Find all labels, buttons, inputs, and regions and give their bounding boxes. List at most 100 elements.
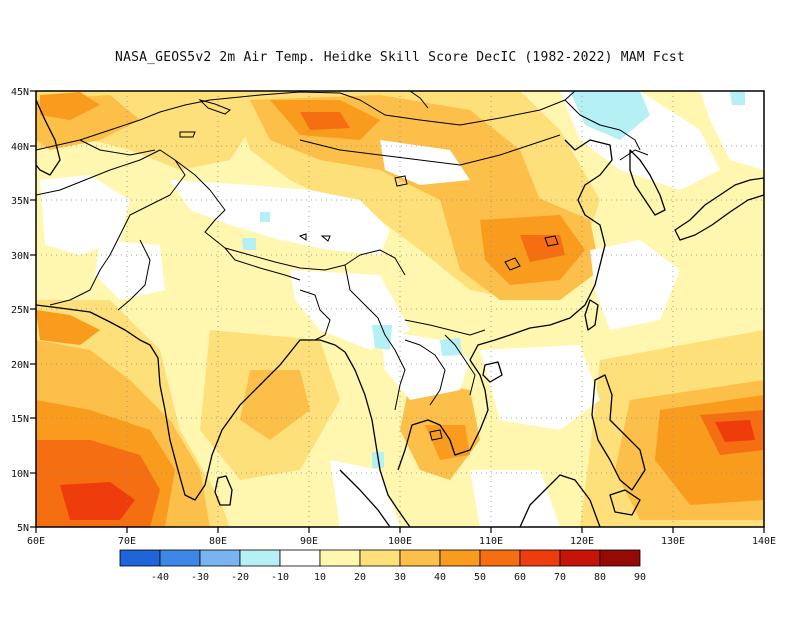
field-darkorange-north: [300, 112, 350, 130]
colorbar-swatch-12: [599, 549, 641, 567]
lon-label-110e: 110E: [479, 536, 503, 547]
colorbar-label-0: -40: [151, 572, 169, 583]
coast-borneo: [519, 474, 601, 527]
border-central-asia: [36, 94, 261, 151]
colorbar-label-4: 10: [314, 572, 326, 583]
coast-philippines: [591, 374, 646, 491]
coast-mindanao: [609, 489, 641, 516]
field-white-ecs: [590, 240, 680, 330]
colorbar-swatch-4: [279, 549, 321, 567]
border-nepal: [224, 247, 301, 281]
colorbar-swatch-7: [399, 549, 441, 567]
lon-label-70e: 70E: [118, 536, 136, 547]
lake-issyk-kul: [179, 131, 196, 138]
colorbar-label-6: 30: [394, 572, 406, 583]
field-orange-iran: [36, 310, 100, 345]
lake-tibet-2: [320, 235, 331, 242]
coastlines: [36, 99, 764, 527]
colorbar: -40 -30 -20 -10 10 20 30 40 50 60 70 80 90: [119, 549, 646, 583]
field-white-borneo: [470, 470, 560, 527]
field-orange-northwest: [40, 92, 100, 120]
field-orange-indochina: [425, 425, 470, 460]
lake-tonle-sap: [429, 429, 443, 441]
border-china-vietnam: [404, 319, 486, 336]
lake-baikal: [409, 90, 429, 109]
border-himalaya: [174, 159, 406, 276]
lon-label-120e: 120E: [570, 536, 594, 547]
colorbar-swatch-11: [559, 549, 601, 567]
colorbar-swatch-3: [239, 549, 281, 567]
lon-label-130e: 130E: [661, 536, 685, 547]
shaded-field: [36, 91, 764, 527]
field-white-tibet: [170, 180, 390, 255]
lon-label-80e: 80E: [209, 536, 227, 547]
inland-water: [179, 90, 559, 441]
colorbar-swatch-1: [159, 549, 201, 567]
field-blue-northeast: [570, 91, 650, 140]
lat-label-40n: 40N: [11, 142, 29, 153]
colorbar-swatch-2: [199, 549, 241, 567]
colorbar-swatch-6: [359, 549, 401, 567]
coast-hainan: [482, 361, 503, 383]
coast-south-china: [509, 139, 613, 336]
coast-sumatra: [339, 469, 391, 527]
field-white-japan: [700, 91, 764, 170]
border-korea: [619, 149, 649, 161]
colorbar-label-7: 40: [434, 572, 446, 583]
border-mongolia-north: [259, 91, 576, 126]
colorbar-swatches: [119, 549, 641, 567]
border-india-pakistan: [117, 239, 151, 311]
colorbar-label-5: 20: [354, 572, 366, 583]
lon-label-100e: 100E: [388, 536, 412, 547]
colorbar-label-9: 60: [514, 572, 526, 583]
colorbar-label-1: -30: [191, 572, 209, 583]
colorbar-swatch-10: [519, 549, 561, 567]
axis-ticks: [30, 90, 765, 533]
colorbar-label-10: 70: [554, 572, 566, 583]
coast-japan: [674, 177, 764, 241]
border-laos-thai: [404, 339, 446, 406]
colorbar-label-12: 90: [634, 572, 646, 583]
lon-label-60e: 60E: [27, 536, 45, 547]
border-mongolia-china: [299, 134, 561, 166]
lat-label-20n: 20N: [11, 360, 29, 371]
field-blue-laos: [440, 338, 462, 356]
lat-label-35n: 35N: [11, 196, 29, 207]
coast-south-asia: [36, 304, 346, 501]
field-red-arabian: [60, 482, 135, 520]
lake-qinghai: [394, 175, 408, 187]
coast-indochina-west: [344, 351, 411, 527]
colorbar-swatch-5: [319, 549, 361, 567]
lake-balkhash: [198, 99, 231, 115]
colorbar-swatch-8: [439, 549, 481, 567]
border-bangladesh: [299, 289, 331, 341]
lake-yangtze-1: [504, 257, 521, 271]
lat-label-25n: 25N: [11, 305, 29, 316]
field-red-pacific: [715, 420, 755, 442]
lon-label-90e: 90E: [300, 536, 318, 547]
colorbar-swatch-9: [479, 549, 521, 567]
lon-label-140e: 140E: [752, 536, 776, 547]
field-white-scs: [480, 345, 600, 430]
lat-labels: 45N 40N 35N 30N 25N 20N 15N 10N 5N: [11, 87, 29, 534]
colorbar-swatch-0: [119, 549, 161, 567]
lat-label-30n: 30N: [11, 251, 29, 262]
border-myanmar: [344, 264, 406, 411]
border-kazakh: [79, 139, 156, 156]
map-title: NASA_GEOS5v2 2m Air Temp. Heidke Skill S…: [115, 50, 685, 65]
border-manchuria: [564, 99, 641, 151]
field-blue-west: [260, 212, 270, 222]
lat-label-45n: 45N: [11, 87, 29, 98]
lake-tibet-1: [298, 233, 307, 241]
colorbar-label-2: -20: [231, 572, 249, 583]
field-blue-east: [730, 92, 745, 105]
coast-gulf-thailand: [397, 334, 511, 471]
lat-label-10n: 10N: [11, 469, 29, 480]
lon-labels: 60E 70E 80E 90E 100E 110E 120E 130E 140E: [27, 536, 776, 547]
field-white-gobi: [380, 140, 470, 185]
lat-label-5n: 5N: [17, 523, 29, 534]
lake-yangtze-2: [544, 235, 559, 247]
field-blue-tibet: [242, 238, 256, 250]
coast-caspian: [36, 99, 61, 176]
colorbar-label-11: 80: [594, 572, 606, 583]
